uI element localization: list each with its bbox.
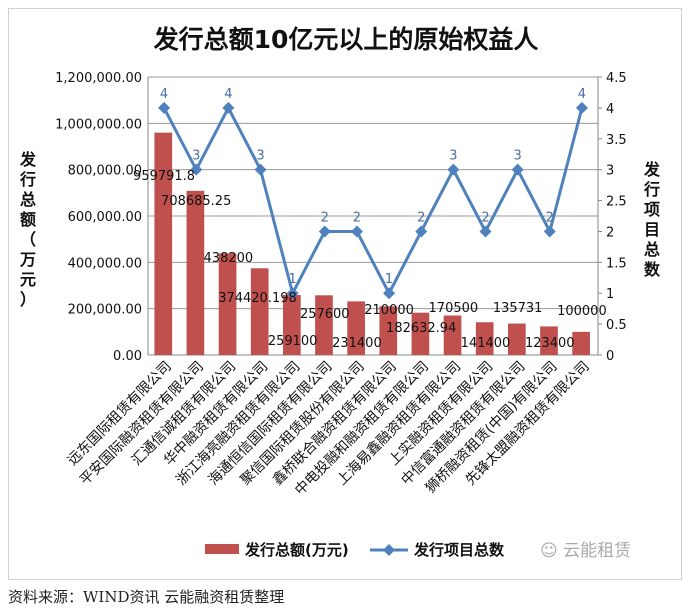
line-marker (575, 101, 588, 114)
line-marker (286, 287, 299, 300)
y-tick-label: 600,000.00 (68, 210, 142, 225)
bar-data-label: 231400 (332, 336, 382, 351)
bar (250, 268, 269, 355)
y2-axis-label-char: 目 (644, 220, 660, 239)
legend-bar-swatch (205, 544, 239, 554)
legend-line-label: 发行项目总数 (413, 541, 505, 559)
y2-tick-label: 2 (606, 225, 614, 240)
line-data-label: 2 (546, 210, 554, 225)
watermark: ☺ 云能租赁 (540, 541, 632, 561)
y-axis-label-char: 总 (20, 190, 36, 209)
y2-axis-label-char: 发 (643, 160, 661, 179)
line-marker (254, 163, 267, 176)
bar (443, 315, 462, 355)
line-data-label: 3 (256, 149, 264, 164)
y-tick-label: 200,000.00 (68, 303, 142, 318)
line-data-label: 4 (224, 87, 232, 102)
y-tick-label: 0.00 (113, 349, 142, 364)
line-series (162, 104, 584, 298)
line-data-label: 2 (321, 210, 329, 225)
line-marker (511, 163, 524, 176)
y-axis-label-char: ） (20, 290, 36, 309)
line-data-label: 4 (160, 87, 168, 102)
bar (508, 323, 526, 355)
bar (475, 322, 494, 355)
line-marker (190, 163, 203, 176)
legend-bar-label: 发行总额(万元) (244, 541, 349, 559)
line-data-label: 4 (578, 87, 586, 102)
y-tick-label: 1,200,000.00 (55, 71, 142, 86)
bar-data-label: 374420.198 (218, 291, 297, 306)
line-data-label: 3 (449, 149, 457, 164)
y2-tick-label: 3 (606, 164, 614, 179)
bar (347, 301, 365, 355)
line-data-label: 2 (353, 210, 361, 225)
bar-data-label: 100000 (557, 304, 607, 319)
y-axis-label-char: 额 (20, 210, 36, 229)
bar (283, 294, 301, 355)
bar (186, 190, 205, 355)
bar-data-label: 210000 (364, 303, 414, 318)
bar-data-label: 123400 (525, 336, 575, 351)
line-marker (447, 163, 460, 176)
y-axis-label-char: 万 (19, 250, 36, 269)
y2-axis-label-char: 项 (644, 200, 660, 219)
y-axis-label-char: （ (20, 230, 36, 249)
line-data-label: 3 (514, 149, 522, 164)
line-marker (383, 287, 396, 300)
source-note: 资料来源：WIND资讯 云能融资租赁整理 (8, 588, 285, 606)
line-data-label: 1 (289, 272, 297, 287)
bar-data-label: 259100 (268, 334, 318, 349)
line-data-label: 2 (481, 210, 489, 225)
bar-data-label: 135731 (493, 301, 543, 316)
bar (572, 331, 590, 355)
bar-data-label: 182632.94 (386, 321, 456, 336)
bar (411, 312, 430, 355)
line-marker (222, 101, 235, 114)
chart-title: 发行总额10亿元以上的原始权益人 (153, 25, 539, 54)
bar-data-label: 257600 (300, 307, 350, 322)
chart-frame (8, 8, 682, 580)
y-tick-label: 400,000.00 (68, 256, 142, 271)
line-marker (415, 225, 428, 238)
y2-tick-label: 1.5 (606, 256, 627, 271)
y2-tick-label: 2.5 (606, 195, 627, 210)
bar-data-label: 141400 (461, 336, 511, 351)
bar (218, 253, 237, 355)
bar-data-label: 170500 (429, 301, 479, 316)
bar (315, 295, 333, 355)
y2-axis-label-char: 总 (644, 240, 660, 259)
line-marker (318, 225, 331, 238)
y2-tick-label: 4.5 (606, 71, 627, 86)
line-data-label: 1 (385, 272, 393, 287)
watermark-text: 云能租赁 (563, 541, 632, 561)
bar-data-label: 438200 (204, 251, 254, 266)
y2-tick-label: 0.5 (606, 318, 627, 333)
y-axis-label-char: 元 (20, 270, 36, 289)
line-marker (158, 101, 171, 114)
line-marker (479, 225, 492, 238)
y2-tick-label: 1 (606, 287, 614, 302)
bar (154, 132, 173, 355)
line-marker (543, 225, 556, 238)
y2-axis-label-char: 数 (644, 260, 661, 279)
y-axis-label-char: 发 (19, 150, 37, 169)
y-tick-label: 1,000,000.00 (55, 117, 142, 132)
y2-tick-label: 4 (606, 102, 614, 117)
line-data-label: 2 (417, 210, 425, 225)
y-axis-label-char: 行 (19, 170, 36, 189)
bar-data-label: 708685.25 (161, 194, 231, 209)
bar-data-label: 959791.8 (133, 169, 195, 184)
bar (540, 326, 558, 355)
line-data-label: 3 (192, 149, 200, 164)
y-tick-label: 800,000.00 (68, 164, 142, 179)
bar (379, 306, 398, 355)
y2-axis-label-char: 行 (643, 180, 660, 199)
line-marker (350, 225, 363, 238)
y2-tick-label: 3.5 (606, 133, 627, 148)
y2-tick-label: 0 (606, 349, 614, 364)
legend-line-marker (383, 544, 395, 556)
